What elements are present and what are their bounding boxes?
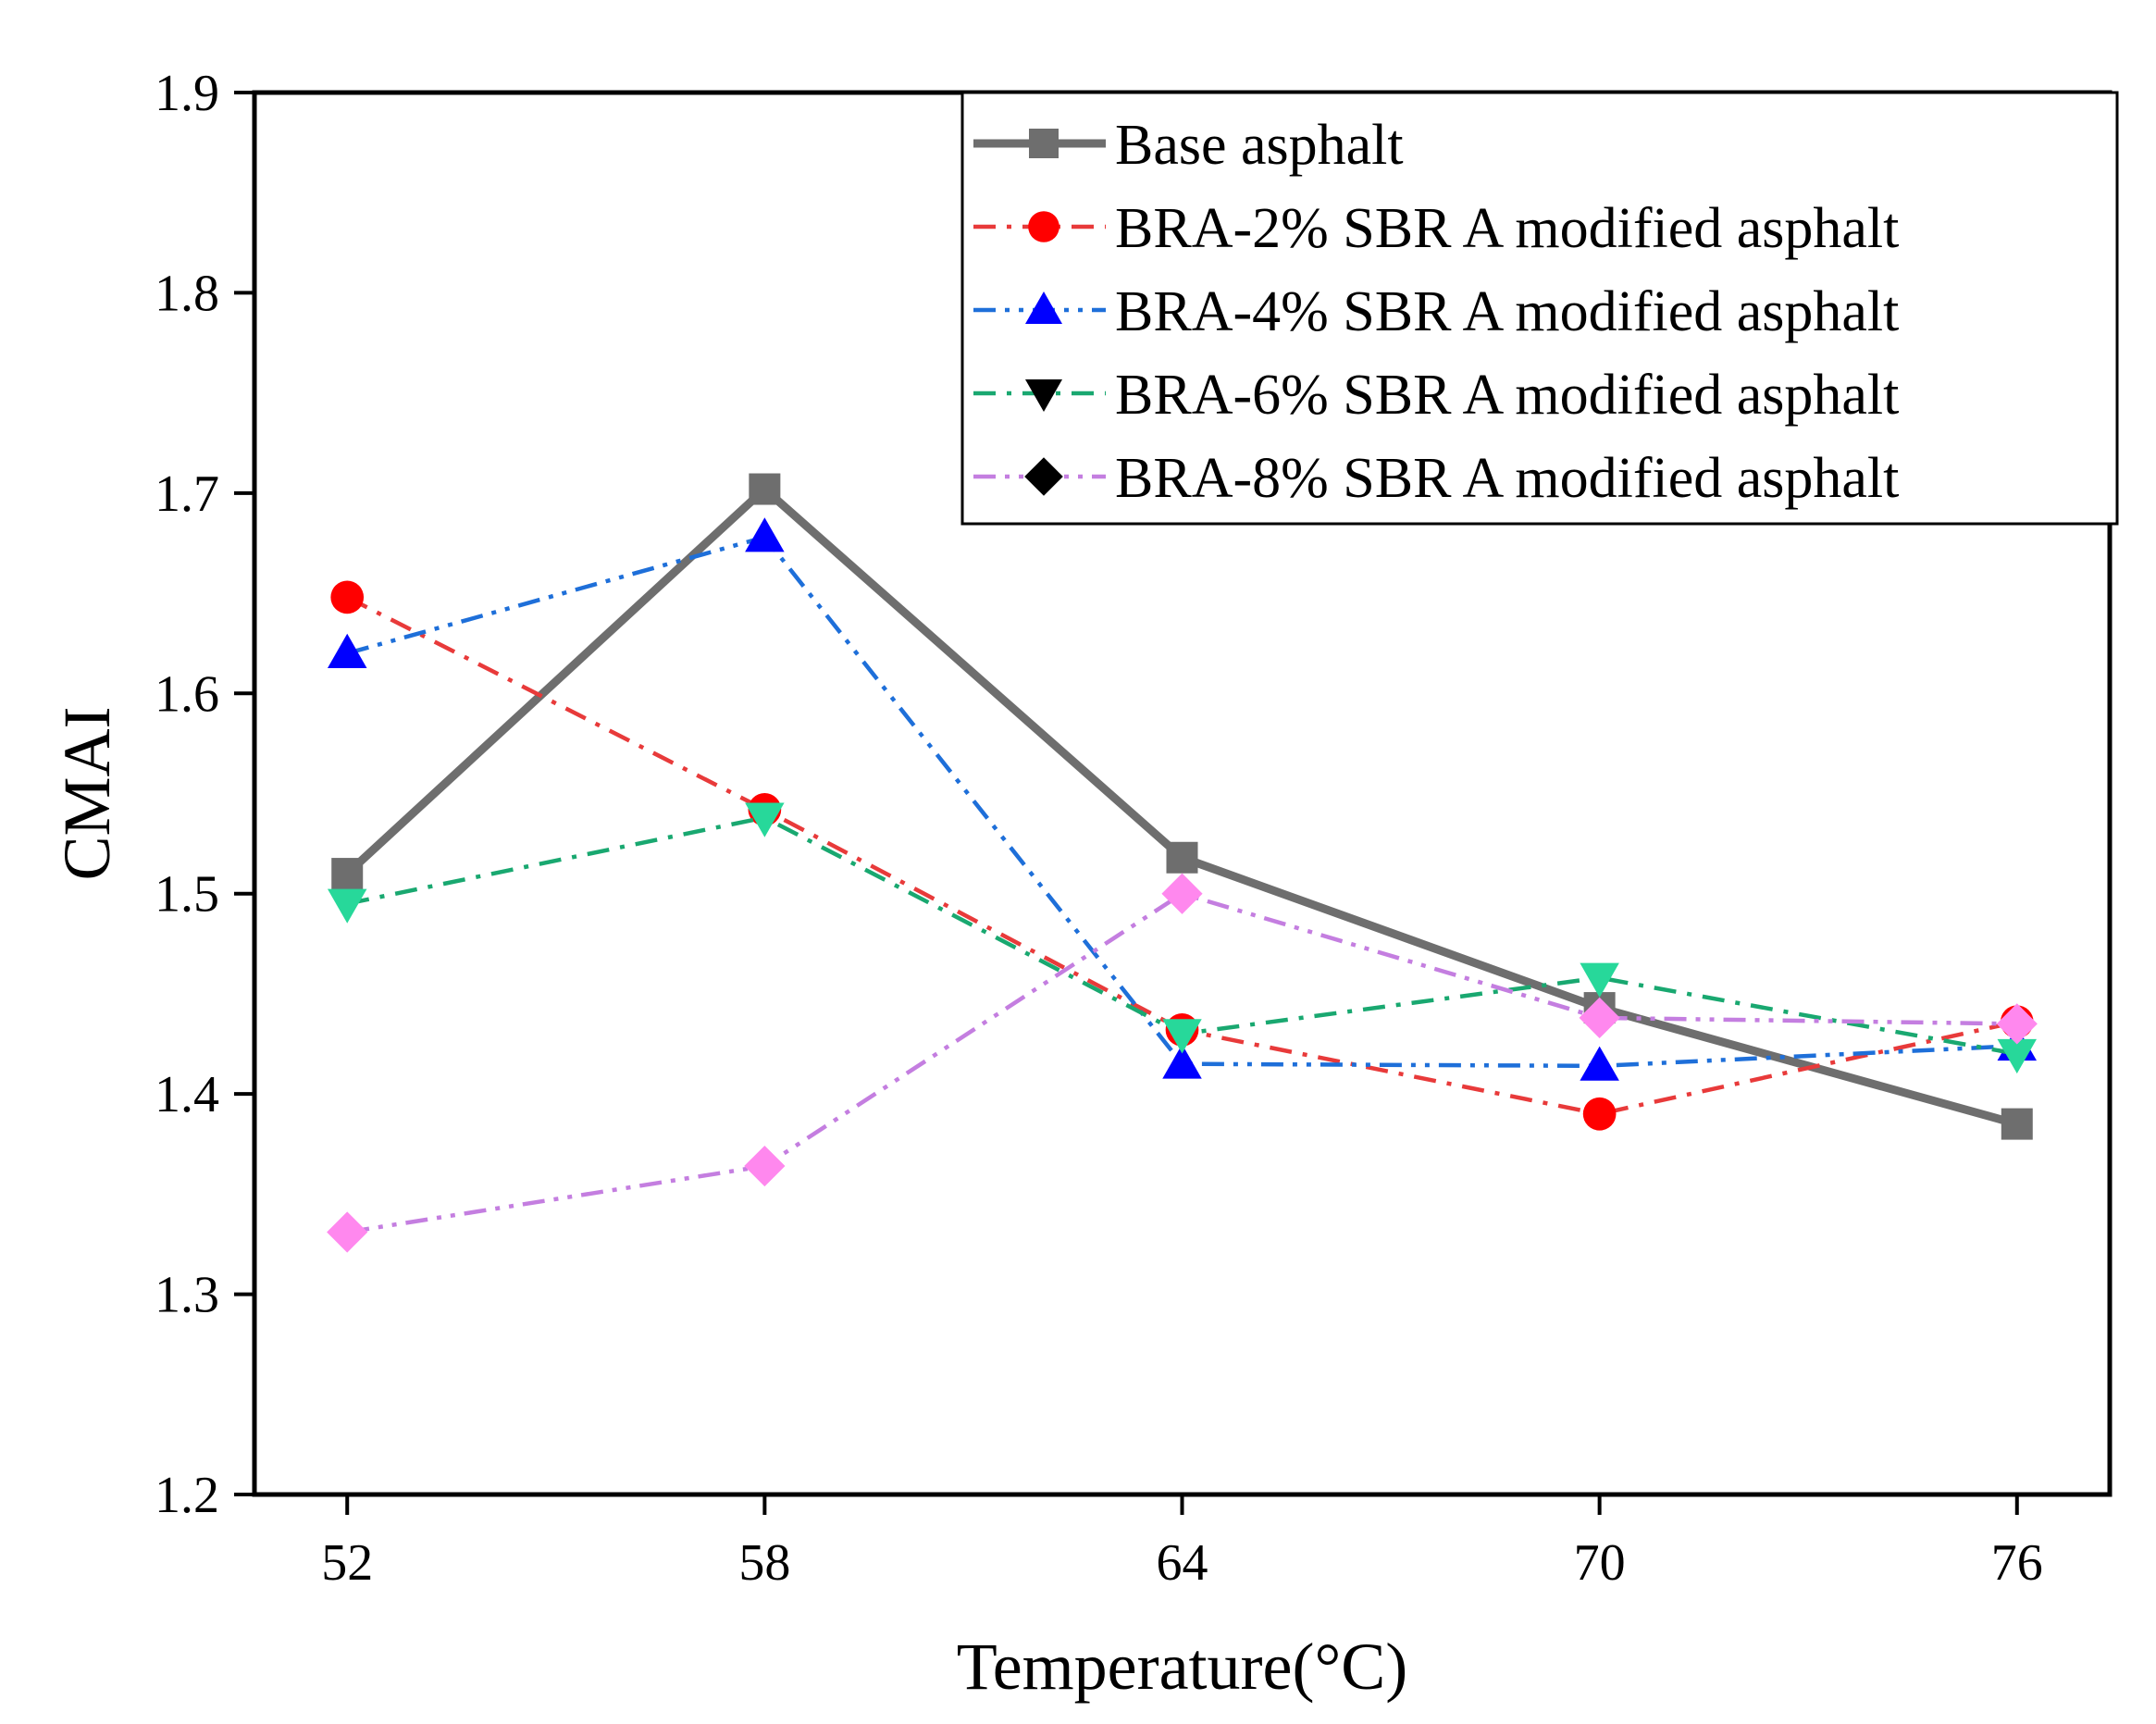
data-point [745,517,785,552]
legend-marker [1029,129,1059,158]
data-point [1162,1019,1202,1054]
legend-item: BRA-2% SBR A modified asphalt [973,197,1899,260]
data-point [331,858,364,890]
legend-marker [1025,291,1062,324]
legend-label: BRA-2% SBR A modified asphalt [1115,197,1899,260]
y-tick-label: 1.4 [155,1066,219,1123]
y-tick-label: 1.8 [155,265,219,322]
legend-marker [1024,457,1063,496]
data-point [327,633,367,668]
data-point [1579,997,1620,1038]
legend-label: BRA-8% SBR A modified asphalt [1115,447,1899,510]
x-tick-label: 64 [1157,1534,1208,1592]
series-layer [327,473,2038,1253]
data-point [1166,841,1198,874]
data-point [1580,1046,1619,1081]
legend-item: BRA-8% SBR A modified asphalt [973,447,1899,510]
y-tick-label: 1.7 [155,465,219,523]
y-tick-label: 1.5 [155,866,219,924]
data-point [1580,962,1619,998]
data-point [749,473,781,505]
x-tick-label: 70 [1574,1534,1626,1592]
legend-items: Base asphalt BRA-2% SBR A modified asphal… [973,114,1899,510]
x-tick-label: 76 [1991,1534,2043,1592]
y-tick-label: 1.3 [155,1267,219,1324]
series-line [346,535,2017,1069]
legend: Base asphalt BRA-2% SBR A modified asphal… [960,91,2119,526]
x-axis-title: Temperature(°C) [957,1630,1408,1704]
series-3 [327,517,2038,1081]
data-point [327,888,367,924]
data-point [330,580,365,614]
data-point [1996,1003,2038,1045]
legend-item: Base asphalt [973,114,1404,177]
data-point [744,1145,786,1187]
legend-marker [1025,379,1062,412]
y-axis-title: CMAI [50,706,124,880]
legend-label: BRA-6% SBR A modified asphalt [1115,364,1899,427]
data-point [1162,1044,1202,1079]
y-tick-label: 1.2 [155,1467,219,1524]
x-tick-label: 58 [738,1534,790,1592]
legend-item: BRA-6% SBR A modified asphalt [973,364,1899,427]
series-5 [327,873,2038,1253]
series-4 [327,802,2038,1074]
legend-item: BRA-4% SBR A modified asphalt [973,280,1899,343]
x-tick-label: 52 [321,1534,373,1592]
legend-label: Base asphalt [1115,114,1404,177]
legend-label: BRA-4% SBR A modified asphalt [1115,280,1899,343]
legend-box [960,91,2119,526]
data-point [1997,1038,2038,1074]
y-tick-label: 1.9 [155,65,219,122]
legend-marker [1028,211,1059,242]
y-tick-label: 1.6 [155,665,219,723]
data-point [745,802,785,837]
data-point [2001,1108,2033,1140]
data-point [327,1211,368,1253]
axes-layer: 1.2 1.3 1.4 1.5 1.6 1.7 1.8 1.9 52 58 64 70 76 [155,65,2043,1592]
data-point [1161,873,1203,914]
data-point [1582,1097,1617,1131]
